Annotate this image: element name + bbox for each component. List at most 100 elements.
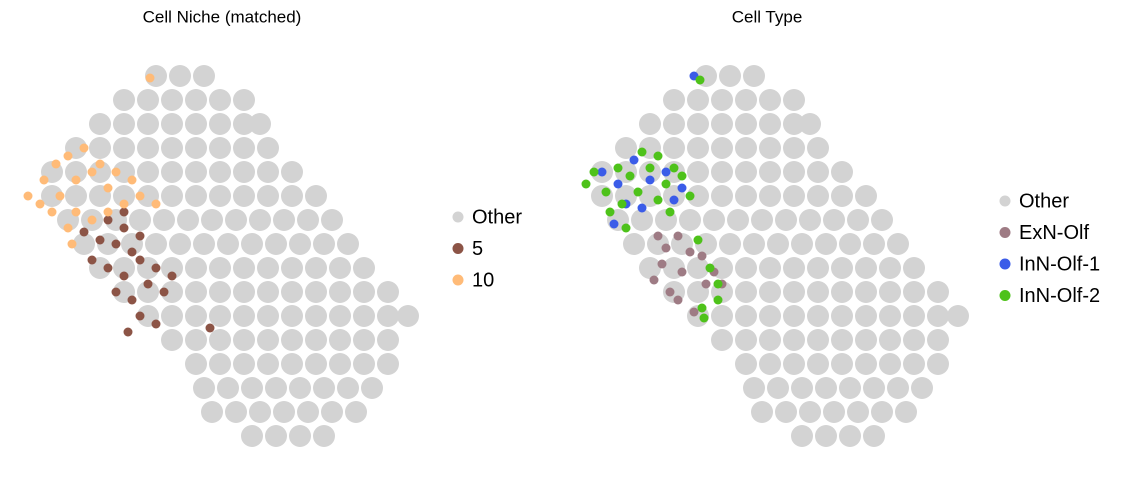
cell-point	[161, 113, 183, 135]
cell-point	[677, 171, 687, 181]
cell-point	[353, 305, 375, 327]
cell-point	[89, 137, 111, 159]
cell-point	[847, 209, 869, 231]
cell-point	[281, 257, 303, 279]
cell-point	[193, 377, 215, 399]
legend-label: Other	[1019, 190, 1069, 212]
cell-point	[119, 223, 129, 233]
legend-marker	[999, 195, 1011, 207]
cell-point	[743, 65, 765, 87]
cell-point	[79, 143, 89, 153]
cell-point	[241, 377, 263, 399]
cell-point	[193, 65, 215, 87]
cell-point	[693, 235, 703, 245]
cell-point	[167, 271, 177, 281]
cell-point	[807, 329, 829, 351]
cell-point	[677, 183, 687, 193]
cell-point	[701, 279, 711, 289]
cell-point	[281, 281, 303, 303]
cell-point	[103, 207, 113, 217]
cell-point	[735, 113, 757, 135]
cell-point	[257, 257, 279, 279]
cell-point	[783, 137, 805, 159]
cell-point	[89, 161, 111, 183]
cell-point	[113, 89, 135, 111]
cell-point	[151, 319, 161, 329]
cell-point	[807, 161, 829, 183]
cell-point	[233, 185, 255, 207]
cell-point	[297, 209, 319, 231]
cell-point	[265, 425, 287, 447]
cell-point	[687, 185, 709, 207]
cell-point	[185, 257, 207, 279]
cell-point	[711, 161, 733, 183]
cell-point	[759, 185, 781, 207]
legend-marker	[999, 227, 1011, 238]
cell-point	[831, 281, 853, 303]
cell-point	[609, 219, 619, 229]
cell-point	[713, 279, 723, 289]
cell-point	[137, 161, 159, 183]
cell-point	[185, 329, 207, 351]
cell-point	[673, 231, 683, 241]
cell-point	[653, 231, 663, 241]
cell-point	[711, 305, 733, 327]
cell-point	[353, 257, 375, 279]
cell-point	[233, 305, 255, 327]
cell-point	[653, 151, 663, 161]
cell-point	[895, 401, 917, 423]
cell-point	[613, 163, 623, 173]
cell-point	[257, 185, 279, 207]
cell-point	[87, 255, 97, 265]
cell-point	[127, 247, 137, 257]
cell-point	[233, 89, 255, 111]
cell-point	[185, 161, 207, 183]
cell-point	[719, 65, 741, 87]
cell-point	[743, 377, 765, 399]
cell-point	[209, 161, 231, 183]
cell-point	[161, 329, 183, 351]
legend-label: InN-Olf-1	[1019, 253, 1100, 275]
cell-point	[129, 209, 151, 231]
cell-point	[161, 257, 183, 279]
cell-point	[201, 209, 223, 231]
chart-title: Cell Niche (matched)	[143, 7, 302, 26]
cell-point	[137, 281, 159, 303]
cell-point	[89, 113, 111, 135]
cell-point	[839, 233, 861, 255]
cell-point	[135, 191, 145, 201]
cell-point	[673, 295, 683, 305]
cell-point	[377, 329, 399, 351]
cell-point	[699, 313, 709, 323]
cell-point	[113, 137, 135, 159]
cell-point	[241, 425, 263, 447]
cell-point	[95, 159, 105, 169]
cell-point	[617, 199, 627, 209]
cell-point	[903, 353, 925, 375]
cell-point	[863, 425, 885, 447]
cell-point	[249, 113, 271, 135]
cell-point	[581, 179, 591, 189]
cell-point	[831, 305, 853, 327]
cell-point	[621, 223, 631, 233]
cell-point	[791, 425, 813, 447]
cell-point	[791, 377, 813, 399]
cell-point	[321, 209, 343, 231]
cell-point	[807, 281, 829, 303]
cell-point	[743, 233, 765, 255]
cell-point	[879, 305, 901, 327]
cell-point	[169, 233, 191, 255]
cell-point	[41, 185, 63, 207]
cell-point	[233, 257, 255, 279]
cell-point	[137, 137, 159, 159]
cell-point	[649, 275, 659, 285]
cell-point	[161, 161, 183, 183]
cell-point	[735, 161, 757, 183]
cell-point	[95, 235, 105, 245]
cell-point	[329, 353, 351, 375]
cell-point	[127, 175, 137, 185]
cell-point	[201, 401, 223, 423]
cell-point	[661, 243, 671, 253]
cell-point	[791, 233, 813, 255]
cell-point	[281, 353, 303, 375]
